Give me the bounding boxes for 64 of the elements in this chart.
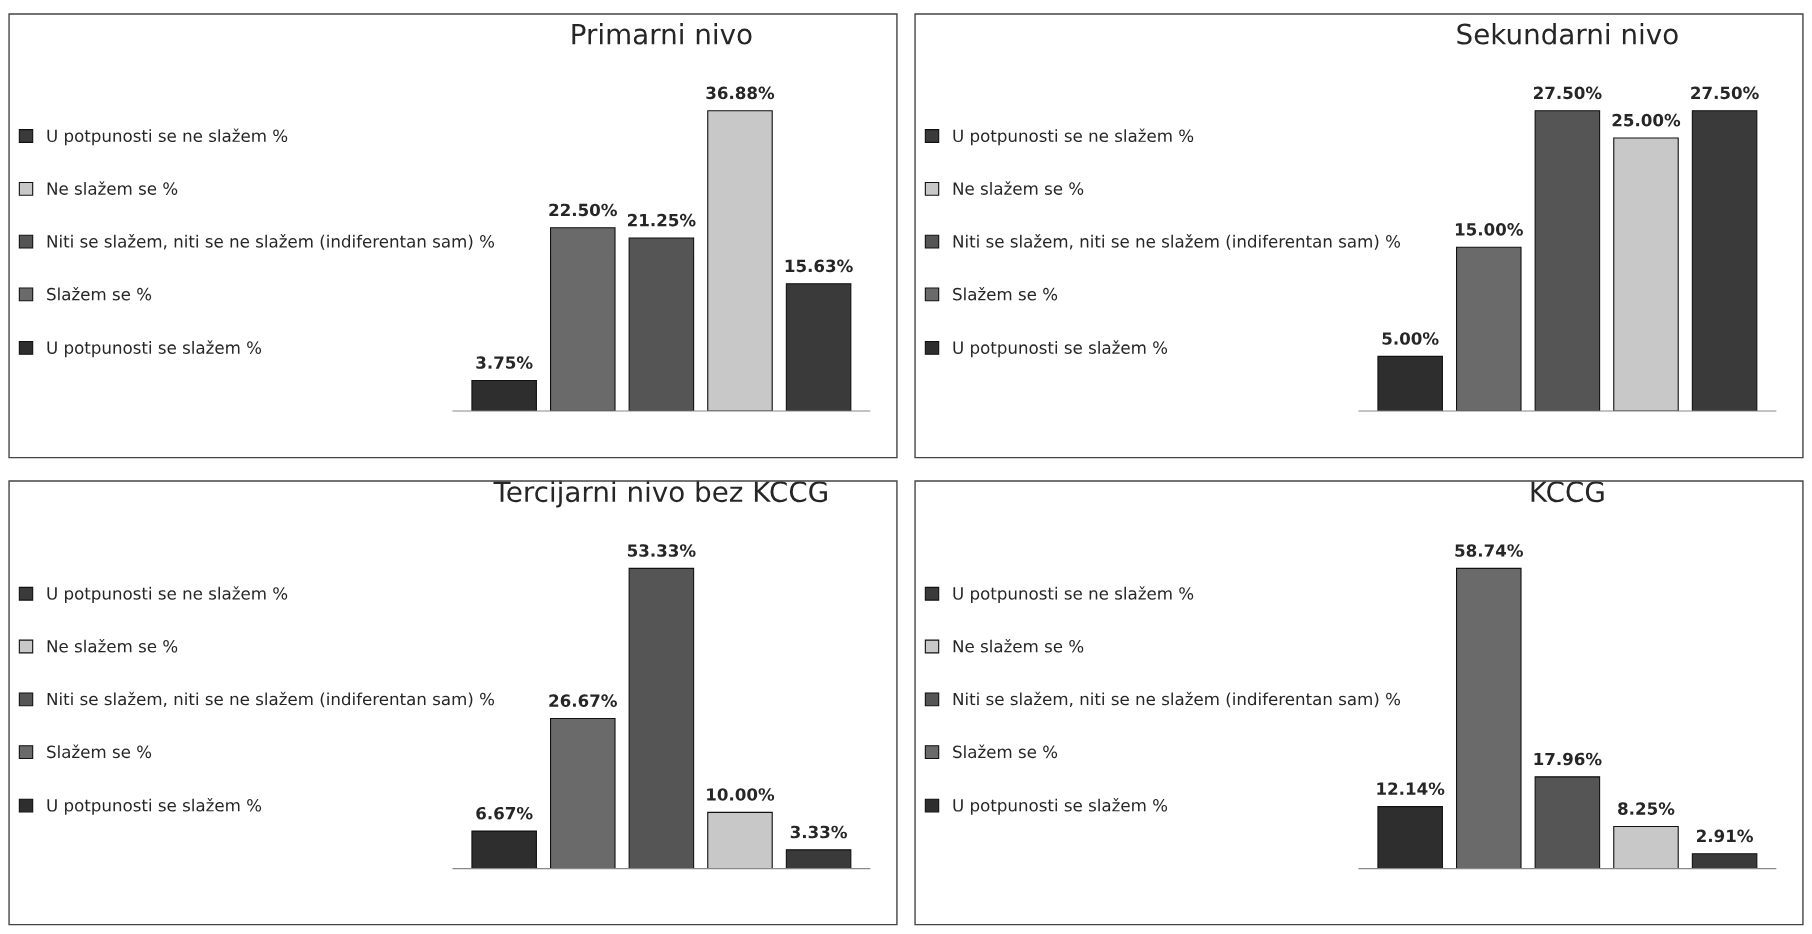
legend-label: U potpunosti se slažem % bbox=[953, 340, 1168, 358]
data-label: 27.50% bbox=[1533, 86, 1602, 100]
data-label: 10.00% bbox=[707, 788, 775, 801]
chart-title: KCCG bbox=[1531, 481, 1604, 503]
legend-label: Slažem se % bbox=[953, 286, 1058, 301]
chart-title: Primarni nivo bbox=[572, 23, 752, 45]
bar bbox=[628, 567, 695, 869]
bar bbox=[1377, 355, 1443, 411]
legend-label: Niti se slažem, niti se ne slažem (indiferentan sam) % bbox=[953, 691, 1401, 708]
bar bbox=[785, 283, 852, 411]
legend-label: Ne slažem se % bbox=[47, 181, 178, 195]
legend-label: Niti se slažem, niti se ne slažem (indiferentan sam) % bbox=[47, 234, 495, 250]
data-label: 22.50% bbox=[549, 203, 617, 217]
data-label: 26.67% bbox=[549, 694, 617, 707]
bar bbox=[549, 227, 616, 411]
data-label: 3.75% bbox=[476, 356, 533, 369]
data-label: 6.67% bbox=[476, 806, 533, 820]
legend-label: U potpunosti se ne slažem % bbox=[47, 586, 288, 603]
bar bbox=[549, 717, 616, 869]
data-label: 2.91% bbox=[1697, 829, 1753, 843]
bar bbox=[471, 379, 537, 411]
legend-label: Slažem se % bbox=[47, 744, 152, 759]
legend-label: Niti se slažem, niti se ne slažem (indiferentan sam) % bbox=[47, 691, 495, 708]
bar bbox=[1534, 776, 1601, 869]
data-label: 17.96% bbox=[1534, 752, 1602, 766]
data-label: 36.88% bbox=[706, 86, 775, 100]
data-label: 15.63% bbox=[785, 259, 853, 273]
bar bbox=[471, 830, 537, 869]
legend-label: U potpunosti se slažem % bbox=[953, 798, 1168, 815]
legend-label: U potpunosti se slažem % bbox=[47, 340, 262, 358]
bar bbox=[1613, 825, 1679, 869]
legend-label: Ne slažem se % bbox=[953, 638, 1084, 653]
data-label: 58.74% bbox=[1455, 544, 1523, 557]
bar bbox=[1455, 567, 1522, 869]
legend-label: U potpunosti se ne slažem % bbox=[47, 128, 288, 146]
chart-title: Tercijarni nivo bez KCCG bbox=[493, 480, 827, 508]
bar bbox=[1691, 110, 1758, 411]
bar bbox=[785, 849, 852, 869]
legend-label: Slažem se % bbox=[953, 744, 1058, 759]
data-label: 5.00% bbox=[1382, 332, 1439, 345]
data-label: 12.14% bbox=[1377, 782, 1445, 796]
bar bbox=[1534, 110, 1601, 411]
legend-label: Ne slažem se % bbox=[953, 181, 1084, 195]
legend-label: Niti se slažem, niti se ne slažem (indiferentan sam) % bbox=[953, 234, 1401, 250]
legend-label: U potpunosti se slažem % bbox=[47, 798, 262, 815]
bar bbox=[1377, 806, 1443, 869]
legend-label: Ne slažem se % bbox=[47, 638, 178, 653]
data-label: 8.25% bbox=[1618, 802, 1675, 815]
bar bbox=[1691, 853, 1758, 869]
data-label: 25.00% bbox=[1612, 113, 1681, 127]
bar bbox=[628, 237, 695, 411]
bar bbox=[1613, 137, 1679, 411]
bar bbox=[707, 110, 773, 411]
bar bbox=[707, 811, 773, 869]
legend-label: U potpunosti se ne slažem % bbox=[953, 586, 1194, 603]
data-label: 27.50% bbox=[1691, 86, 1759, 100]
data-label: 15.00% bbox=[1455, 223, 1523, 236]
data-label: 21.25% bbox=[627, 213, 696, 227]
chart-title: Sekundarni nivo bbox=[1457, 23, 1678, 45]
data-label: 3.33% bbox=[790, 825, 847, 839]
legend-label: Slažem se % bbox=[47, 286, 152, 301]
data-label: 53.33% bbox=[627, 544, 696, 557]
legend-label: U potpunosti se ne slažem % bbox=[953, 128, 1194, 146]
bar bbox=[1455, 246, 1522, 411]
